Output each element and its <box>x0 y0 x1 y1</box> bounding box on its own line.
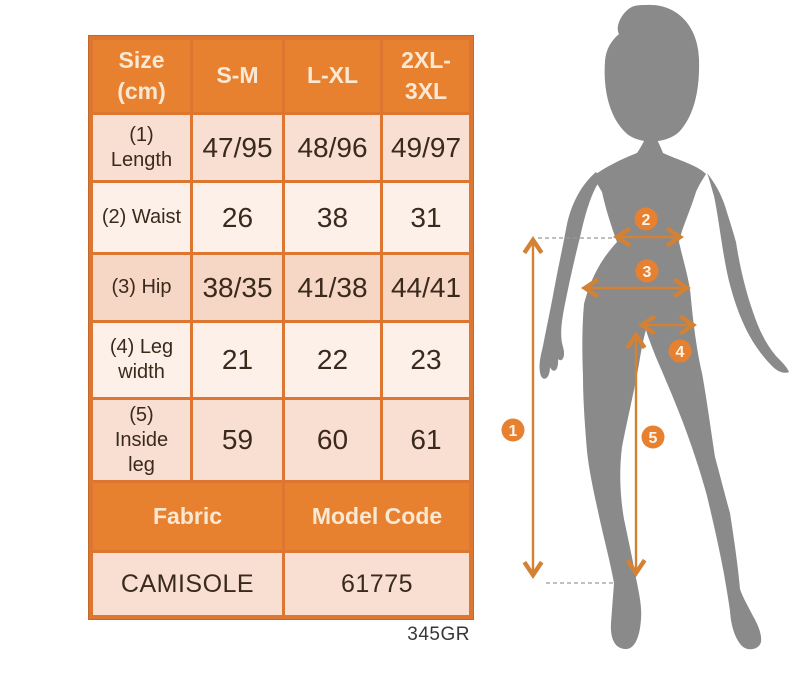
hair-head-silhouette <box>604 4 700 142</box>
row-label-inside-leg: (5) Inside leg <box>93 400 190 480</box>
left-arm-silhouette <box>539 172 601 379</box>
header-col-s-m: S-M <box>193 40 282 112</box>
value-waist-s-m: 26 <box>193 183 282 252</box>
value-inside-leg-l-xl: 60 <box>285 400 380 480</box>
badge-2-number: 2 <box>642 212 651 229</box>
fabric-header: Fabric <box>93 483 282 550</box>
value-waist-2xl-3xl: 31 <box>383 183 469 252</box>
measure-badge-5: 5 <box>641 425 665 449</box>
model-code-value: 61775 <box>285 553 469 615</box>
model-code-header: Model Code <box>285 483 469 550</box>
measure-badge-2: 2 <box>634 207 658 231</box>
header-col-l-xl: L-XL <box>285 40 380 112</box>
row-label-length: (1) Length <box>93 115 190 180</box>
value-leg-width-s-m: 21 <box>193 323 282 397</box>
row-label-hip: (3) Hip <box>93 255 190 320</box>
size-chart-table: Size (cm) S-M L-XL 2XL-3XL (1) Length 47… <box>88 35 474 620</box>
badge-3-number: 3 <box>643 264 652 281</box>
value-length-l-xl: 48/96 <box>285 115 380 180</box>
body-measurement-diagram: 1 2 3 4 5 <box>500 0 800 692</box>
weight-note: 345GR <box>407 624 470 645</box>
silhouette-svg: 1 2 3 4 5 <box>501 4 789 650</box>
measure-badge-3: 3 <box>635 259 659 283</box>
header-col-2xl-3xl: 2XL-3XL <box>383 40 469 112</box>
header-size-cm: Size (cm) <box>93 40 190 112</box>
value-inside-leg-2xl-3xl: 61 <box>383 400 469 480</box>
measure-badge-1: 1 <box>501 418 525 442</box>
badge-1-number: 1 <box>509 423 518 440</box>
value-waist-l-xl: 38 <box>285 183 380 252</box>
fabric-value: CAMISOLE <box>93 553 282 615</box>
value-hip-2xl-3xl: 44/41 <box>383 255 469 320</box>
value-length-2xl-3xl: 49/97 <box>383 115 469 180</box>
badge-4-number: 4 <box>676 344 685 361</box>
value-leg-width-l-xl: 22 <box>285 323 380 397</box>
value-inside-leg-s-m: 59 <box>193 400 282 480</box>
measure-badge-4: 4 <box>668 339 692 363</box>
body-silhouette <box>582 128 762 650</box>
value-hip-l-xl: 41/38 <box>285 255 380 320</box>
row-label-leg-width: (4) Leg width <box>93 323 190 397</box>
right-arm-silhouette <box>707 173 789 373</box>
value-hip-s-m: 38/35 <box>193 255 282 320</box>
badge-5-number: 5 <box>649 430 658 447</box>
row-label-waist: (2) Waist <box>93 183 190 252</box>
value-leg-width-2xl-3xl: 23 <box>383 323 469 397</box>
value-length-s-m: 47/95 <box>193 115 282 180</box>
